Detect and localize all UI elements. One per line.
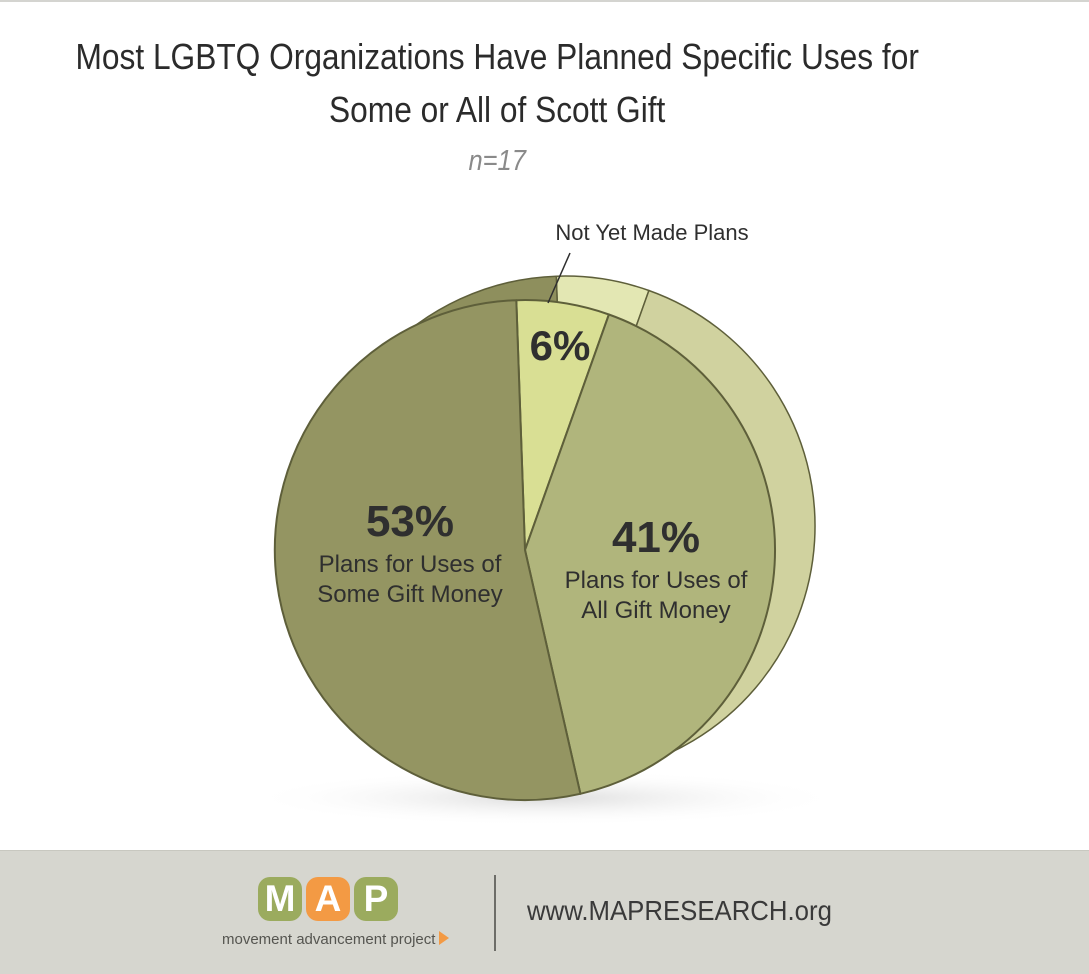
footer-divider [494,875,496,951]
pie-leader-line-1 [547,252,571,304]
top-rule [0,0,1089,2]
chart-subtitle: n=17 [468,145,526,177]
logo-letter-m: M [258,877,302,921]
logo-tagline: movement advancement project [222,931,450,948]
pie-category-label-3-line2: Some Gift Money [317,581,502,608]
pie-category-label-2-line1: Plans for Uses of [565,567,748,594]
pie-slice-3 [273,299,582,802]
footer: M A P movement advancement project www.M… [0,850,1089,974]
pie-value-label-3: 53% [366,497,454,546]
chart-title: Most LGBTQ Organizations Have Planned Sp… [0,30,994,136]
website-link[interactable]: www.MAPRESEARCH.org [527,895,832,926]
logo-letter-p: P [354,877,398,921]
logo-letter-a: A [306,877,350,921]
pie-category-label-2-line2: All Gift Money [581,597,730,624]
logo-tagline-text: movement advancement project [222,931,436,948]
chart-title-line1: Most LGBTQ Organizations Have Planned Sp… [75,36,919,77]
chart-title-line2: Some or All of Scott Gift [329,89,666,130]
pie-category-label-3-line1: Plans for Uses of [319,551,502,578]
pie-layer: 6% Not Yet Made Plans 41% Plans for Uses of… [245,220,845,826]
pie-category-label-1: Not Yet Made Plans [555,220,748,245]
map-logo[interactable]: M A P movement advancement project [222,877,472,957]
pie-value-label-1: 6% [530,322,591,369]
pie-chart: 6% Not Yet Made Plans 41% Plans for Uses of… [245,220,845,826]
play-arrow-icon [439,931,450,945]
pie-slice-2 [524,313,776,795]
pie-value-label-2: 41% [612,513,700,562]
